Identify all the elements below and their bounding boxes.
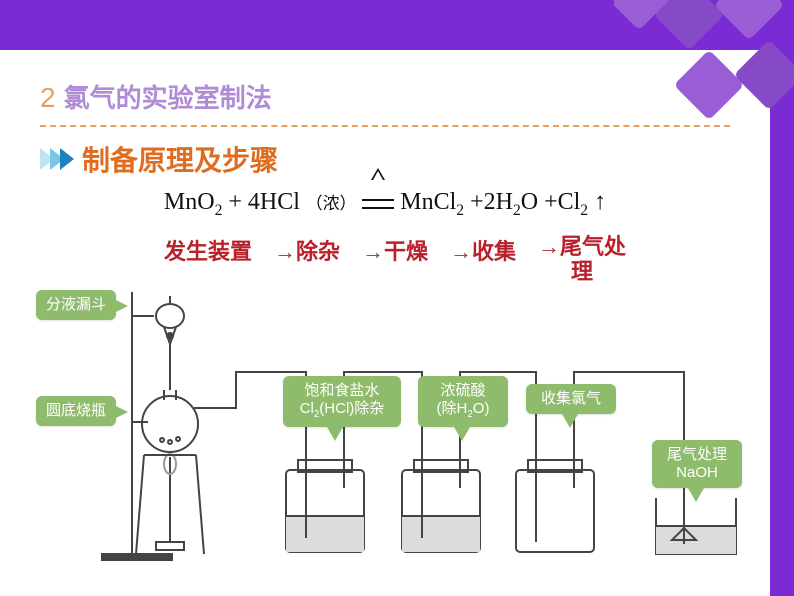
heat-triangle-icon [362,190,394,217]
equation-right: MnCl2 +2H2O +Cl2 ↑ [400,189,606,215]
label-funnel: 分液漏斗 [36,290,116,320]
separating-funnel [156,296,184,390]
equation-left: MnO2 + 4HCl （浓） [164,189,356,215]
label-tail-line2: NaOH [676,464,718,481]
step-1: 发生装置 [164,234,252,285]
label-wash2: 浓硫酸 (除H2O) [418,376,508,427]
steps-row: 发生装置 →除杂 →干燥 →收集 →尾气处理 [40,234,730,285]
tail-beaker [656,498,736,554]
apparatus-svg [36,292,766,582]
round-bottom-flask [142,372,306,462]
section-title: 氯气的实验室制法 [64,78,272,115]
label-collect: 收集氯气 [526,384,616,414]
step-5: →尾气处理 [538,234,626,285]
label-flask-text: 圆底烧瓶 [46,402,106,419]
chemical-equation: MnO2 + 4HCl （浓） MnCl2 +2H2O +Cl2 ↑ [40,189,730,220]
step-2: →除杂 [274,234,340,285]
step-3: →干燥 [362,234,428,285]
section-header: 2 氯气的实验室制法 [40,78,730,127]
label-flask: 圆底烧瓶 [36,396,116,426]
label-tail-line1: 尾气处理 [667,446,727,463]
label-wash2-line2: (除H2O) [437,400,490,417]
step-4: →收集 [450,234,516,285]
sub-title: 制备原理及步骤 [82,139,278,179]
apparatus-diagram: 分液漏斗 圆底烧瓶 饱和食盐水 Cl2(HCl)除杂 浓硫酸 (除H2O) 收集… [36,292,766,582]
label-wash1-line1: 饱和食盐水 [304,382,379,399]
chevrons-icon [40,148,70,170]
label-wash1: 饱和食盐水 Cl2(HCl)除杂 [283,376,401,427]
label-funnel-text: 分液漏斗 [46,296,106,313]
label-collect-text: 收集氯气 [541,390,601,407]
bunsen-burner [136,454,204,554]
content-area: 2 氯气的实验室制法 制备原理及步骤 MnO2 + 4HCl （浓） MnCl2… [0,50,770,288]
label-tail: 尾气处理 NaOH [652,440,742,488]
label-wash1-line2: Cl2(HCl)除杂 [300,400,385,417]
section-number: 2 [40,82,56,114]
label-wash2-line1: 浓硫酸 [440,382,485,399]
